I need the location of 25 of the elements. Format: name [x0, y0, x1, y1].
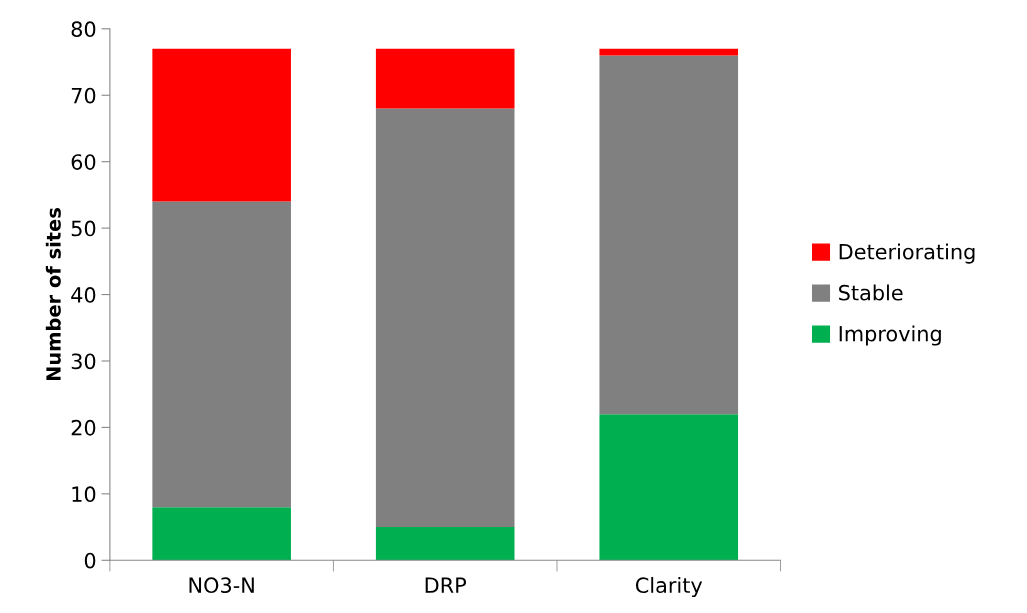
legend-label: Deteriorating: [839, 243, 975, 264]
y-tick-label: 60: [71, 154, 96, 170]
bar: [152, 48, 291, 202]
y-tick-label: 20: [71, 419, 96, 436]
bar: [375, 108, 515, 528]
y-tick-label: 0: [84, 552, 96, 569]
y-tick-label: 70: [71, 87, 96, 104]
y-tick-label: 10: [72, 486, 96, 503]
bar: [599, 48, 739, 56]
bar: [375, 527, 515, 561]
bar: [152, 507, 291, 561]
legend-label: Improving: [839, 325, 941, 346]
y-tick-label: 30: [71, 353, 96, 370]
y-axis-title: Number of sites: [45, 208, 61, 381]
bar: [375, 48, 515, 109]
bar: [599, 55, 739, 415]
bar: [152, 201, 291, 508]
y-tick-label: 40: [71, 287, 96, 303]
x-tick-label: Clarity: [635, 576, 703, 598]
y-tick-label: 50: [71, 220, 96, 237]
legend-label: Stable: [839, 284, 903, 301]
bar: [599, 414, 739, 561]
x-tick-label: DRP: [425, 577, 467, 593]
y-tick-label: 80: [71, 21, 96, 38]
x-tick-label: NO3-N: [189, 577, 254, 594]
